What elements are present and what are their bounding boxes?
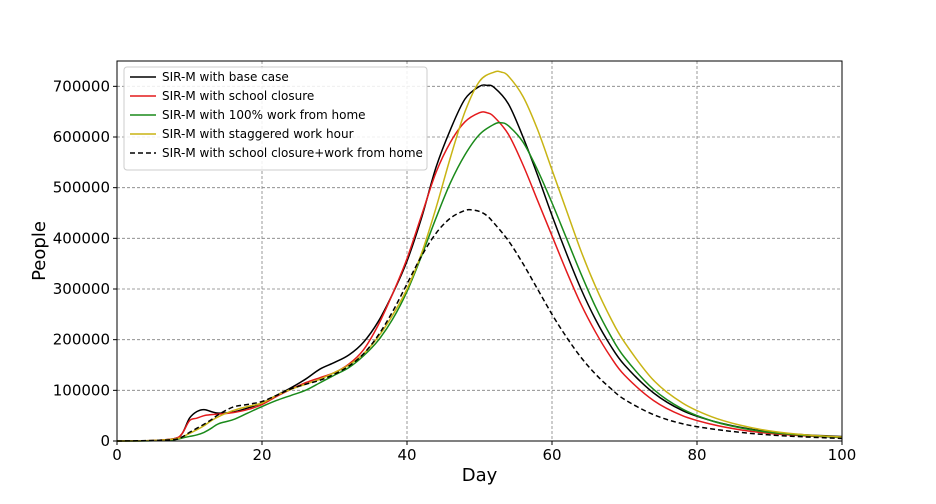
x-tick-label: 0 (112, 446, 122, 464)
x-tick-label: 100 (828, 446, 857, 464)
plot-frame (116, 60, 843, 442)
y-tick-label: 700000 (53, 77, 110, 95)
series-line-2 (116, 121, 843, 442)
legend-label: SIR-M with base case (162, 70, 289, 84)
legend-label: SIR-M with staggered work hour (162, 127, 354, 141)
legend: SIR-M with base case SIR-M with school cl… (123, 66, 428, 171)
y-axis-label: People (29, 221, 50, 281)
y-axis-ticks: 0 100000 200000 300000 400000 500000 600000 700… (53, 77, 117, 450)
y-tick-label: 600000 (53, 128, 110, 146)
x-tick-label: 40 (397, 446, 416, 464)
y-tick-label: 400000 (53, 229, 110, 247)
x-tick-label: 80 (687, 446, 706, 464)
x-axis-ticks: 0 20 40 60 80 100 (112, 441, 856, 464)
legend-box (123, 66, 428, 171)
series-line-1 (116, 111, 843, 442)
y-tick-label: 300000 (53, 280, 110, 298)
legend-label: SIR-M with school closure+work from home (162, 146, 423, 160)
series-line-4 (116, 208, 843, 442)
legend-label: SIR-M with 100% work from home (162, 108, 366, 122)
y-tick-label: 500000 (53, 179, 110, 197)
series-line-3 (116, 70, 843, 442)
x-tick-label: 20 (252, 446, 271, 464)
series-line-0 (116, 84, 843, 442)
series-layer (116, 70, 843, 442)
y-tick-label: 100000 (53, 381, 110, 399)
y-tick-label: 200000 (53, 331, 110, 349)
x-tick-label: 60 (542, 446, 561, 464)
y-tick-label: 0 (100, 432, 110, 450)
x-axis-label: Day (462, 465, 498, 486)
legend-label: SIR-M with school closure (162, 89, 314, 103)
